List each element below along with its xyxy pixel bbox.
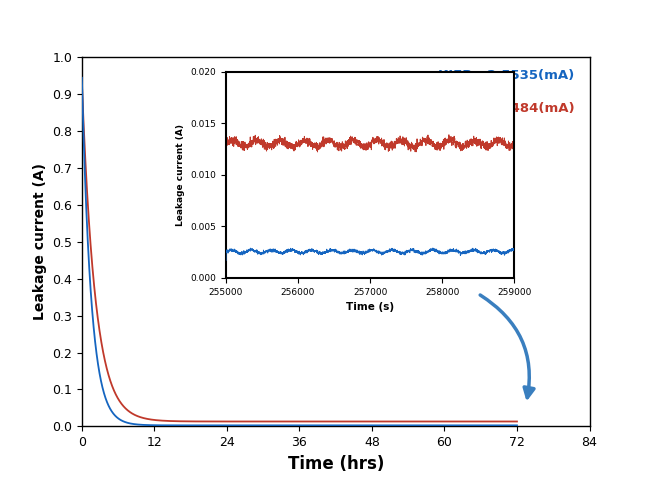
X-axis label: Time (hrs): Time (hrs) — [288, 455, 384, 473]
Y-axis label: Leakage current (A): Leakage current (A) — [33, 163, 47, 320]
Y-axis label: Leakage current (A): Leakage current (A) — [176, 124, 185, 226]
X-axis label: Time (s): Time (s) — [346, 302, 394, 312]
Text: KIER : 2.5535(mA): KIER : 2.5535(mA) — [438, 68, 574, 81]
Text: M : 13.0484(mA): M : 13.0484(mA) — [449, 102, 574, 115]
